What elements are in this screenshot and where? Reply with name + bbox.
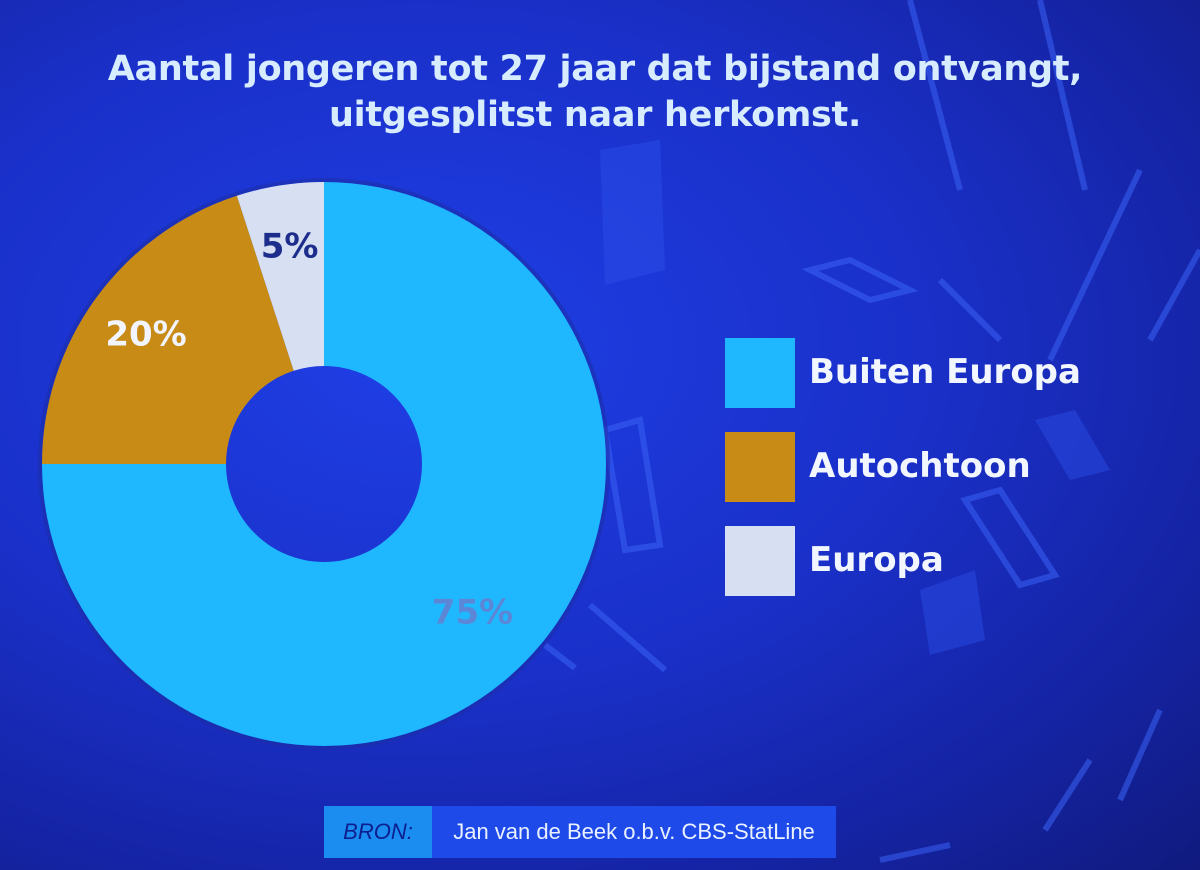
legend-label-buiten-europa: Buiten Europa bbox=[809, 352, 1081, 392]
donut-slice-autochtoon bbox=[42, 195, 294, 464]
donut-slice-europa bbox=[236, 182, 324, 371]
donut-slices bbox=[42, 182, 606, 746]
chart-title-line-2: uitgesplitst naar herkomst. bbox=[329, 95, 861, 135]
legend-item-buiten-europa: Buiten Europa bbox=[725, 338, 1125, 410]
legend-swatch-europa bbox=[725, 526, 795, 596]
legend-item-europa: Europa bbox=[725, 526, 1125, 598]
source-credit: BRON: Jan van de Beek o.b.v. CBS-StatLin… bbox=[324, 806, 836, 858]
donut-label-autochtoon: 20% bbox=[105, 315, 186, 355]
donut-outline bbox=[38, 178, 610, 750]
legend-label-autochtoon: Autochtoon bbox=[809, 446, 1031, 486]
legend-item-autochtoon: Autochtoon bbox=[725, 432, 1125, 504]
donut-label-europa: 5% bbox=[261, 227, 319, 267]
donut-label-buiten-europa: 75% bbox=[432, 592, 513, 632]
source-value: Jan van de Beek o.b.v. CBS-StatLine bbox=[432, 806, 836, 858]
chart-title-line-1: Aantal jongeren tot 27 jaar dat bijstand… bbox=[107, 49, 1083, 89]
legend-label-europa: Europa bbox=[809, 540, 944, 580]
source-key: BRON: bbox=[324, 806, 432, 858]
donut-labels: 75% 20% 5% bbox=[105, 227, 513, 633]
chart-title: Aantal jongeren tot 27 jaar dat bijstand… bbox=[40, 46, 1150, 138]
donut-slice-buiten-europa bbox=[42, 182, 606, 746]
legend-swatch-buiten-europa bbox=[725, 338, 795, 408]
legend-swatch-autochtoon bbox=[725, 432, 795, 502]
